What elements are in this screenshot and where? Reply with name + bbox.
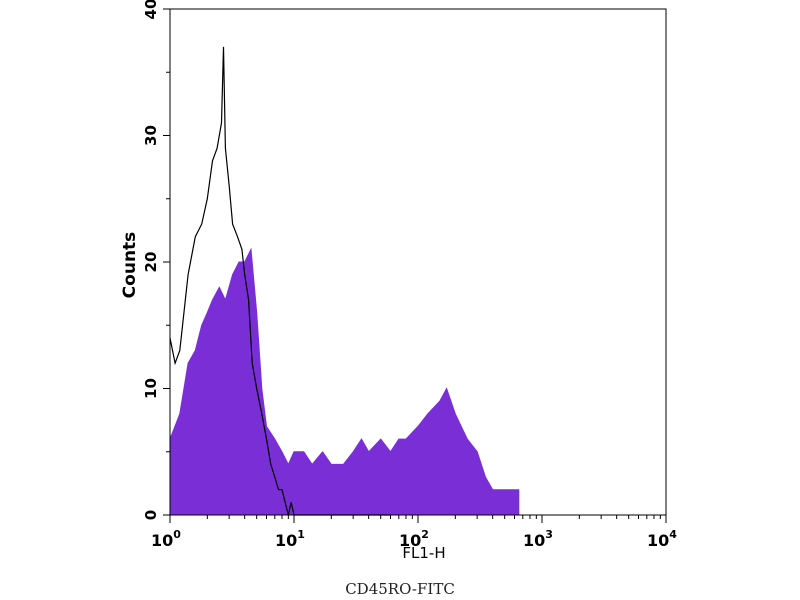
y-tick-label: 40	[142, 0, 160, 19]
x-tick-label: 100	[151, 528, 181, 550]
figure-caption: CD45RO-FITC	[345, 580, 455, 598]
x-axis-label: FL1-H	[402, 544, 445, 562]
y-tick-label: 0	[142, 510, 160, 520]
x-tick-label: 103	[523, 528, 553, 550]
y-axis-label: Counts	[120, 232, 140, 299]
x-tick-label: 101	[275, 528, 305, 550]
y-tick-label: 10	[142, 378, 160, 399]
sample-histogram	[169, 247, 520, 516]
y-tick-label: 20	[142, 252, 160, 273]
x-tick-label: 102	[399, 528, 429, 550]
axis-layer: 100 101 102 103 104 0 10 20 30 40	[142, 0, 677, 550]
series-layer	[169, 46, 520, 516]
y-tick-label: 30	[142, 125, 160, 146]
x-tick-label: 104	[647, 528, 677, 550]
